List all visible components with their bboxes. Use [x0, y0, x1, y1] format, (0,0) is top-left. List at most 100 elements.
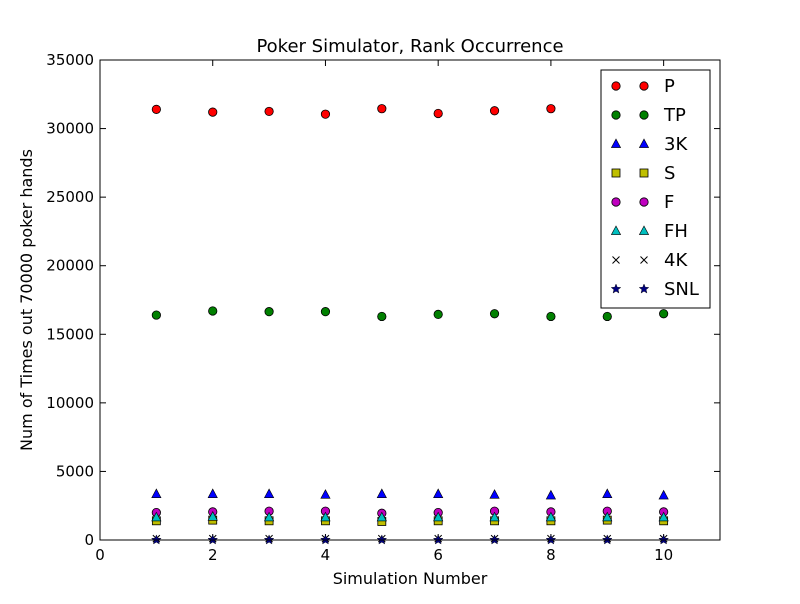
series-f	[151, 506, 669, 518]
y-tick-label: 5000	[56, 462, 94, 480]
series-3k	[151, 488, 669, 500]
legend-label: FH	[664, 221, 688, 242]
data-point	[433, 309, 443, 319]
y-tick-label: 35000	[46, 51, 94, 69]
data-point	[151, 511, 162, 522]
legend-entry-tp: TP	[611, 105, 686, 126]
data-point	[489, 489, 500, 499]
x-tick-label: 8	[546, 546, 556, 564]
legend-marker	[610, 138, 622, 148]
legend-label: SNL	[664, 279, 699, 300]
data-point	[377, 104, 387, 114]
legend-label: S	[664, 163, 675, 184]
legend-entry-p: P	[611, 76, 675, 97]
legend-entry-fh: FH	[610, 221, 688, 242]
legend-label: TP	[663, 105, 686, 126]
y-tick-label: 20000	[46, 257, 94, 275]
data-point	[602, 311, 612, 322]
data-point	[489, 309, 500, 319]
data-point	[264, 106, 274, 117]
series-fh	[151, 511, 669, 522]
data-point	[208, 306, 218, 316]
x-tick-label: 0	[95, 546, 105, 564]
y-tick-label: 10000	[46, 394, 94, 412]
legend-marker	[638, 138, 650, 148]
legend-label: P	[664, 76, 675, 97]
data-point	[263, 488, 275, 498]
x-tick-label: 10	[654, 546, 673, 564]
legend-marker	[612, 256, 620, 264]
legend-label: 4K	[664, 250, 688, 271]
legend-marker	[639, 81, 649, 91]
legend: P TP 3K SF FH 4K SNL	[600, 69, 711, 309]
legend-entry-snl: SNL	[610, 279, 699, 300]
x-tick-label: 6	[433, 546, 443, 564]
legend-entry-4k: 4K	[612, 250, 688, 271]
legend-marker	[638, 283, 650, 294]
x-tick-label: 2	[208, 546, 218, 564]
y-tick-label: 0	[84, 531, 94, 549]
data-point	[151, 104, 161, 114]
data-point	[433, 108, 443, 119]
data-point	[320, 511, 331, 522]
data-point	[151, 534, 162, 545]
data-point	[264, 307, 274, 317]
data-point	[151, 310, 161, 320]
series-snl	[151, 534, 669, 545]
legend-marker	[611, 110, 621, 120]
data-point	[602, 511, 613, 522]
data-point	[546, 104, 556, 114]
data-point	[377, 311, 387, 322]
legend-marker	[611, 168, 621, 178]
x-axis-label: Simulation Number	[333, 569, 488, 588]
data-point	[659, 309, 669, 319]
marks-layer	[151, 104, 669, 545]
data-point	[320, 109, 331, 119]
plot-frame	[99, 59, 721, 541]
data-point	[320, 307, 331, 317]
data-point	[376, 534, 388, 545]
data-point	[545, 511, 557, 522]
data-point	[151, 488, 162, 498]
data-point	[376, 488, 387, 498]
data-point	[432, 534, 444, 545]
data-point	[433, 511, 444, 522]
legend-box	[600, 69, 711, 309]
legend-marker	[639, 168, 649, 178]
data-point	[208, 107, 218, 117]
data-point	[545, 534, 557, 545]
data-point	[602, 534, 613, 545]
data-point	[658, 534, 669, 545]
chart-title: Poker Simulator, Rank Occurrence	[256, 36, 563, 57]
legend-marker	[611, 81, 621, 91]
data-point	[602, 488, 613, 498]
data-point	[545, 489, 557, 500]
data-point	[207, 488, 218, 498]
data-point	[658, 511, 669, 522]
legend-marker	[640, 256, 648, 264]
y-tick-label: 30000	[46, 120, 94, 138]
y-tick-label: 25000	[46, 188, 94, 206]
legend-label: F	[664, 192, 674, 213]
data-point	[489, 511, 500, 522]
data-point	[207, 511, 218, 521]
data-point	[546, 311, 556, 322]
legend-marker	[611, 197, 621, 207]
legend-entry-s: S	[611, 163, 675, 184]
x-tick-label: 4	[321, 546, 331, 564]
legend-marker	[610, 225, 622, 235]
legend-marker	[639, 197, 649, 207]
y-tick-label: 15000	[46, 325, 94, 343]
legend-label: 3K	[664, 134, 688, 155]
data-point	[320, 489, 331, 499]
data-point	[489, 534, 500, 545]
data-point	[320, 534, 331, 545]
data-point	[433, 488, 444, 498]
data-point	[207, 534, 218, 545]
data-point	[263, 511, 275, 522]
data-point	[489, 106, 500, 116]
legend-marker	[610, 283, 622, 294]
ticks-layer: 0 2 4 6 8 10 0 5000 10000 15000 20000 25000 30000 350…	[46, 51, 720, 564]
